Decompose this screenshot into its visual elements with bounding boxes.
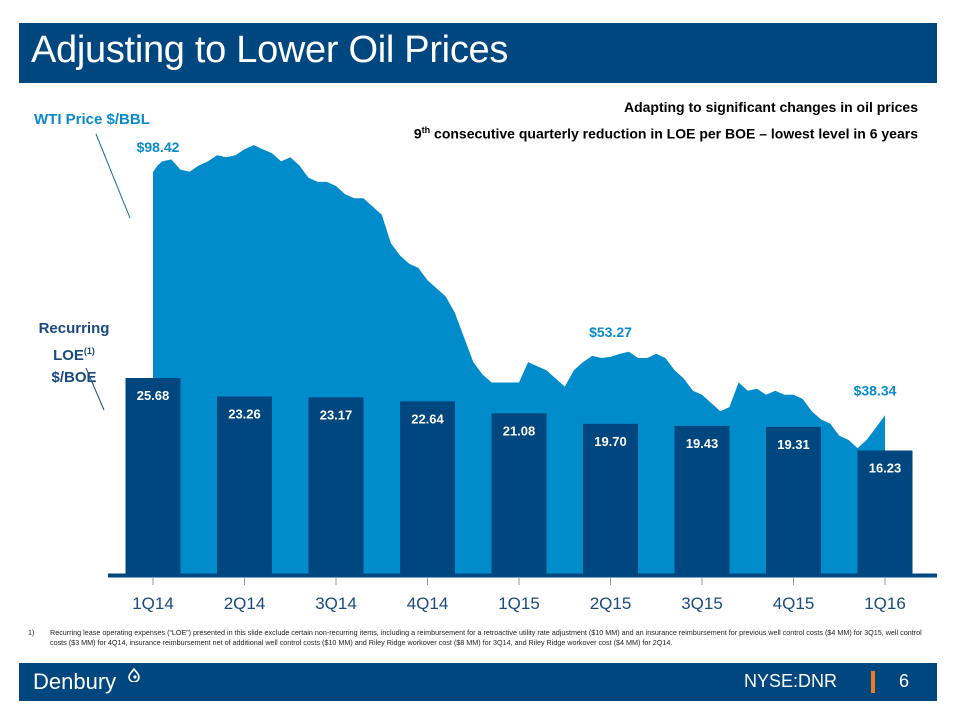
page-title: Adjusting to Lower Oil Prices <box>31 29 509 71</box>
headline-ordinal-suffix: th <box>421 125 431 135</box>
loe-bar-label-3Q15: 19.43 <box>686 436 719 451</box>
loe-bar-label-1Q16: 16.23 <box>869 460 902 475</box>
title-bar: Adjusting to Lower Oil Prices <box>19 23 937 83</box>
loe-label: Recurring LOE(1) $/BOE <box>22 318 126 389</box>
loe-footnote-ref: (1) <box>83 346 95 356</box>
loe-bar-1Q16 <box>857 450 913 575</box>
loe-bar-2Q15 <box>583 423 638 575</box>
loe-bar-label-2Q15: 19.70 <box>594 434 627 449</box>
x-tick-label-3Q15: 3Q15 <box>681 594 723 613</box>
footnote: 1) Recurring lease operating expenses (“… <box>22 628 922 648</box>
footer-separator <box>871 671 875 693</box>
ticker-symbol: NYSE:DNR <box>743 671 837 691</box>
x-tick-label-2Q14: 2Q14 <box>224 594 266 613</box>
loe-wti-chart: 1Q14 2Q14 3Q14 4Q14 1Q15 2Q15 3Q15 4Q15 1Q16 25.… <box>85 133 937 613</box>
loe-label-leader <box>85 367 105 411</box>
loe-bar-4Q15 <box>766 426 821 575</box>
loe-bar-2Q14 <box>217 396 272 575</box>
page-number: 6 <box>898 671 909 691</box>
loe-bar-1Q15 <box>491 413 547 575</box>
loe-bar-3Q15 <box>674 425 730 575</box>
x-tick-label-1Q15: 1Q15 <box>498 594 540 613</box>
loe-bar-label-3Q14: 23.17 <box>320 407 353 422</box>
headline-line-1: Adapting to significant changes in oil p… <box>623 99 918 115</box>
wti-annotation-3: $38.34 <box>854 382 897 398</box>
footer-bar: Denbury NYSE:DNR 6 <box>19 663 937 701</box>
wti-annotation-2: $53.27 <box>589 324 632 340</box>
loe-bar-label-4Q14: 22.64 <box>411 411 444 426</box>
loe-bar-label-2Q14: 23.26 <box>228 407 261 422</box>
wti-annotation-1: $98.42 <box>137 139 180 155</box>
loe-label-text: Recurring LOE <box>38 320 110 364</box>
droplet-logo-icon <box>128 668 140 682</box>
headline: Adapting to significant changes in oil p… <box>414 96 918 146</box>
loe-bar-label-4Q15: 19.31 <box>777 437 810 452</box>
footnote-text: Recurring lease operating expenses (“LOE… <box>50 628 922 647</box>
wti-label-leader <box>95 133 131 219</box>
x-tick-label-4Q15: 4Q15 <box>773 594 815 613</box>
x-tick-label-1Q14: 1Q14 <box>132 594 174 613</box>
loe-bar-label-1Q14: 25.68 <box>137 388 170 403</box>
loe-label-unit: $/BOE <box>51 369 97 386</box>
loe-bar-4Q14 <box>400 401 455 575</box>
denbury-logo: Denbury <box>33 669 117 694</box>
headline-ordinal: 9 <box>413 125 422 142</box>
x-tick-label-2Q15: 2Q15 <box>590 594 632 613</box>
loe-bar-3Q14 <box>308 397 364 575</box>
x-tick-label-4Q14: 4Q14 <box>407 594 449 613</box>
wti-label: WTI Price $/BBL <box>34 111 150 128</box>
footnote-number: 1) <box>28 628 35 637</box>
x-tick-label-3Q14: 3Q14 <box>315 594 357 613</box>
loe-bar-label-1Q15: 21.08 <box>503 423 536 438</box>
headline-line-2: 9th consecutive quarterly reduction in L… <box>414 119 918 146</box>
loe-bar-1Q14 <box>125 378 181 575</box>
x-tick-label-1Q16: 1Q16 <box>864 594 906 613</box>
headline-text: consecutive quarterly reduction in LOE p… <box>430 125 918 142</box>
